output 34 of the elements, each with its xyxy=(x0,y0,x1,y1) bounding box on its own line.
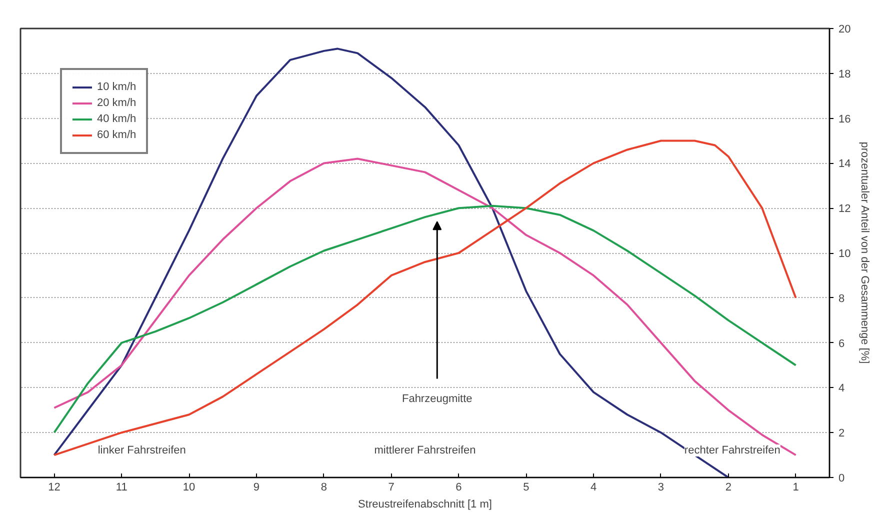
y-tick-label: 2 xyxy=(838,428,845,440)
x-tick-label: 3 xyxy=(658,482,664,494)
y-tick-label: 12 xyxy=(838,203,851,216)
annotation: Fahrzeugmitte xyxy=(402,392,472,405)
x-tick-label: 2 xyxy=(725,482,732,494)
y-tick-label: 0 xyxy=(838,472,845,484)
y-tick-label: 18 xyxy=(838,68,851,80)
x-tick-label: 9 xyxy=(253,482,260,494)
legend-label: 40 km/h xyxy=(97,112,136,126)
y-tick-label: 16 xyxy=(838,113,851,126)
y-tick-label: 4 xyxy=(838,382,845,395)
x-tick-label: 11 xyxy=(116,482,128,494)
x-tick-label: 12 xyxy=(48,482,60,494)
annotation: mittlerer Fahrstreifen xyxy=(374,444,476,457)
y-tick-label: 14 xyxy=(838,158,851,170)
annotation: linker Fahrstreifen xyxy=(98,444,186,457)
annotation: rechter Fahrstreifen xyxy=(684,444,780,457)
line-series xyxy=(53,204,797,434)
legend-label: 20 km/h xyxy=(97,96,136,110)
legend-label: 60 km/h xyxy=(97,128,136,142)
x-tick-label: 7 xyxy=(388,482,394,494)
x-tick-label: 8 xyxy=(320,482,327,494)
x-tick-label: 10 xyxy=(182,482,196,494)
legend-label: 10 km/h xyxy=(97,80,136,94)
y-tick-label: 10 xyxy=(838,248,851,260)
y-tick-label: 6 xyxy=(838,338,845,350)
y-tick-label: 20 xyxy=(838,24,851,36)
y-axis-title: prozentualer Anteil von der Gesammenge [%] xyxy=(858,142,871,364)
x-tick-label: 1 xyxy=(792,482,799,494)
x-tick-label: 5 xyxy=(523,482,530,494)
x-axis-title: Streustreifenabschnitt [1 m] xyxy=(358,498,492,510)
y-tick-label: 8 xyxy=(838,292,845,305)
x-tick-label: 4 xyxy=(590,482,597,494)
x-tick-label: 6 xyxy=(456,482,462,494)
